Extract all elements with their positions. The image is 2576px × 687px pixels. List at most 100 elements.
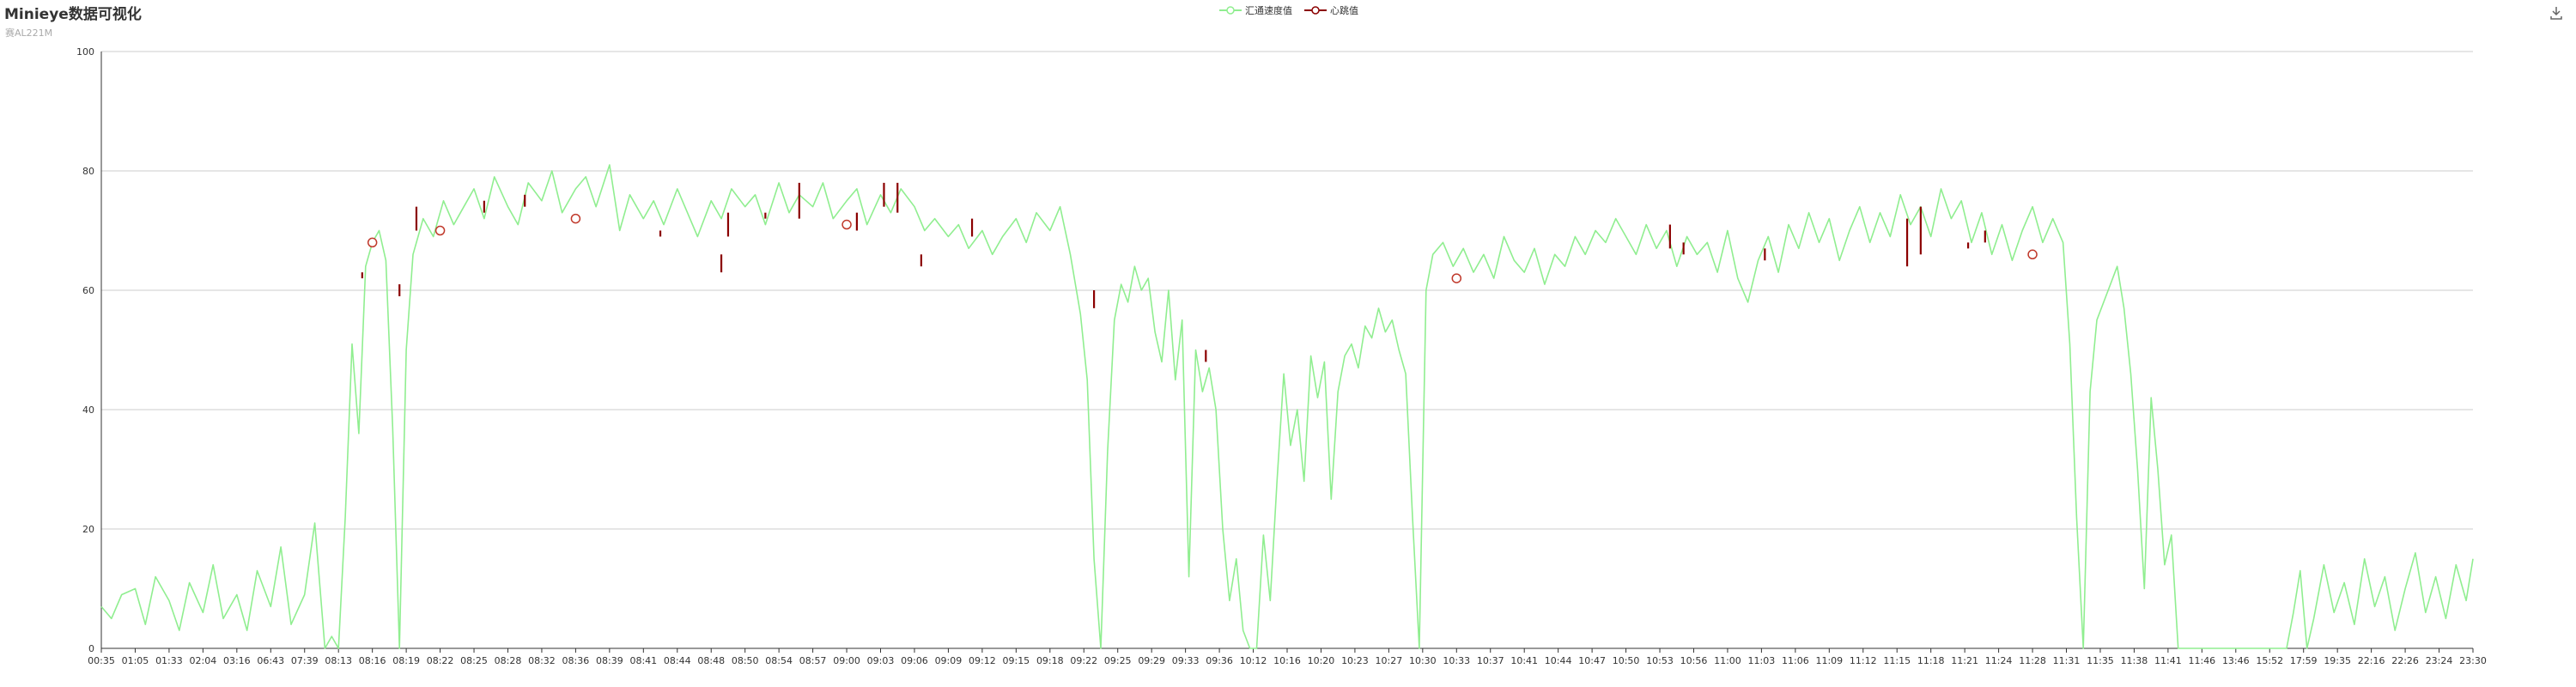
x-tick-label: 10:56 [1680, 655, 1708, 666]
chart-legend: 汇通速度值 心跳值 [1219, 3, 1358, 17]
y-tick-label: 20 [82, 524, 94, 535]
x-tick-label: 10:33 [1443, 655, 1470, 666]
x-tick-label: 09:18 [1036, 655, 1064, 666]
x-tick-label: 11:15 [1883, 655, 1911, 666]
x-tick-label: 07:39 [291, 655, 319, 666]
heartbeat-point[interactable] [570, 213, 581, 224]
legend-label-speed: 汇通速度值 [1245, 5, 1292, 16]
heartbeat-point[interactable] [434, 225, 446, 236]
x-tick-label: 09:25 [1104, 655, 1132, 666]
x-tick-label: 11:09 [1815, 655, 1843, 666]
x-tick-label: 03:16 [223, 655, 251, 666]
y-tick-label: 60 [82, 285, 94, 296]
legend-label-heartbeat: 心跳值 [1330, 5, 1358, 16]
x-tick-label: 08:13 [325, 655, 352, 666]
x-tick-label: 10:37 [1477, 655, 1504, 666]
x-tick-label: 11:24 [1985, 655, 2013, 666]
legend-item-speed[interactable]: 汇通速度值 [1219, 3, 1292, 17]
x-tick-label: 11:18 [1917, 655, 1945, 666]
x-tick-label: 11:41 [2154, 655, 2182, 666]
x-tick-label: 08:36 [562, 655, 590, 666]
legend-line-circle-icon [1304, 6, 1327, 15]
speed-line [100, 164, 2474, 649]
heartbeat-point[interactable] [367, 237, 378, 248]
x-tick-label: 22:26 [2391, 655, 2419, 666]
x-tick-label: 22:16 [2358, 655, 2385, 666]
x-tick-label: 09:36 [1206, 655, 1233, 666]
x-tick-label: 11:35 [2087, 655, 2114, 666]
y-axis: 0 20 40 60 80 100 [76, 46, 102, 654]
x-tick-label: 10:44 [1545, 655, 1572, 666]
x-tick-label: 13:46 [2222, 655, 2250, 666]
x-tick-label: 23:30 [2459, 655, 2487, 666]
x-tick-label: 10:47 [1578, 655, 1606, 666]
y-tick-label: 0 [88, 643, 94, 654]
x-tick-label: 11:31 [2053, 655, 2081, 666]
x-tick-label: 15:52 [2256, 655, 2283, 666]
x-tick-label: 11:06 [1782, 655, 1809, 666]
x-tick-label: 01:33 [155, 655, 183, 666]
x-tick-label: 10:27 [1376, 655, 1403, 666]
x-tick-label: 10:23 [1341, 655, 1369, 666]
x-tick-label: 09:09 [935, 655, 963, 666]
x-tick-label: 01:05 [122, 655, 149, 666]
x-tick-label: 10:53 [1646, 655, 1674, 666]
x-tick-label: 09:22 [1070, 655, 1097, 666]
x-tick-label: 09:29 [1138, 655, 1165, 666]
x-tick-label: 10:12 [1240, 655, 1267, 666]
x-tick-label: 08:41 [629, 655, 657, 666]
x-tick-label: 11:00 [1714, 655, 1741, 666]
x-tick-label: 19:35 [2324, 655, 2351, 666]
legend-line-circle-icon [1219, 6, 1242, 15]
x-tick-label: 08:16 [359, 655, 386, 666]
x-tick-label: 08:39 [596, 655, 623, 666]
x-tick-label: 09:33 [1172, 655, 1200, 666]
x-tick-label: 08:22 [427, 655, 454, 666]
x-tick-label: 08:19 [392, 655, 420, 666]
heartbeat-point[interactable] [841, 219, 852, 230]
heartbeat-point[interactable] [2027, 249, 2038, 260]
x-tick-label: 10:20 [1308, 655, 1335, 666]
x-tick-label: 09:12 [969, 655, 996, 666]
x-tick-label: 09:00 [833, 655, 860, 666]
x-tick-label: 10:41 [1510, 655, 1538, 666]
heartbeat-point[interactable] [1451, 273, 1462, 283]
x-tick-label: 08:44 [664, 655, 691, 666]
legend-item-heartbeat[interactable]: 心跳值 [1304, 3, 1358, 17]
x-tick-label: 17:59 [2290, 655, 2318, 666]
series-heartbeat [361, 182, 2038, 362]
x-tick-label: 11:21 [1951, 655, 1978, 666]
y-tick-label: 40 [82, 404, 94, 416]
x-tick-label: 08:25 [460, 655, 488, 666]
page-title: Minieye数据可视化 [4, 6, 142, 23]
grid-lines [101, 51, 2473, 649]
x-tick-label: 02:04 [190, 655, 217, 666]
y-tick-label: 100 [76, 46, 94, 58]
x-tick-label: 11:38 [2121, 655, 2148, 666]
x-tick-label: 11:28 [2019, 655, 2046, 666]
y-tick-label: 80 [82, 166, 94, 177]
x-tick-label: 23:24 [2426, 655, 2453, 666]
x-tick-label: 10:50 [1613, 655, 1640, 666]
x-tick-label: 08:32 [528, 655, 556, 666]
x-tick-label: 09:15 [1002, 655, 1030, 666]
x-tick-label: 11:03 [1748, 655, 1776, 666]
x-tick-label: 09:06 [901, 655, 928, 666]
x-tick-label: 11:46 [2188, 655, 2215, 666]
x-tick-label: 06:43 [257, 655, 284, 666]
x-tick-label: 08:50 [732, 655, 759, 666]
page-subtitle: 赛AL221M [5, 27, 53, 39]
x-axis: 00:35 01:05 01:33 02:04 03:16 06:43 07:39 08:13… [88, 647, 2487, 666]
x-tick-label: 11:12 [1850, 655, 1877, 666]
series-speed [100, 164, 2474, 649]
x-tick-label: 09:03 [867, 655, 895, 666]
x-tick-label: 08:28 [495, 655, 522, 666]
x-tick-label: 08:48 [697, 655, 725, 666]
x-tick-label: 08:54 [765, 655, 793, 666]
download-icon[interactable] [2549, 5, 2564, 21]
x-tick-label: 10:16 [1273, 655, 1301, 666]
x-tick-label: 10:30 [1409, 655, 1437, 666]
x-tick-label: 00:35 [88, 655, 115, 666]
x-tick-label: 08:57 [799, 655, 827, 666]
